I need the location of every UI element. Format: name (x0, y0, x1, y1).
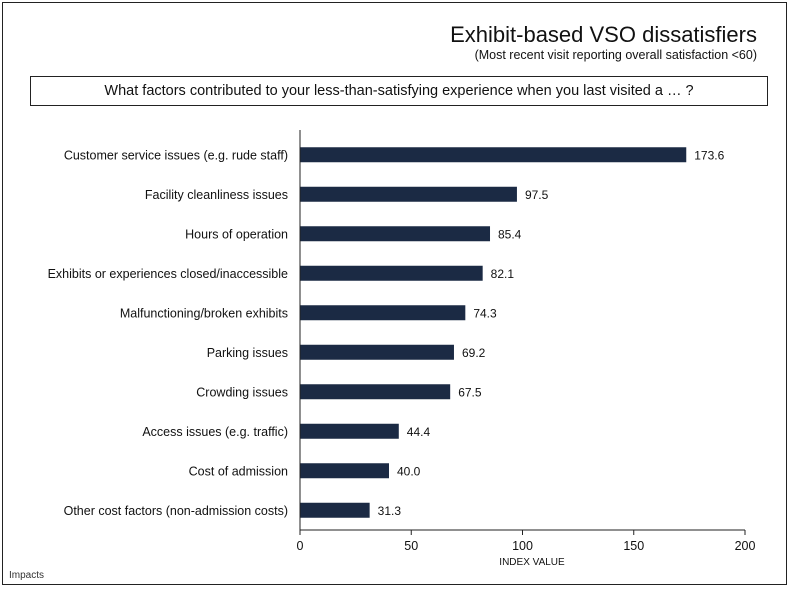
bars-group (300, 147, 687, 518)
value-label: 97.5 (525, 188, 549, 202)
x-axis: 0 50 100 150 200 (297, 130, 756, 553)
bar (300, 265, 483, 281)
category-label: Exhibits or experiences closed/inaccessi… (48, 267, 288, 281)
category-label: Other cost factors (non-admission costs) (64, 504, 288, 518)
x-tick-label: 50 (404, 539, 418, 553)
value-label: 44.4 (407, 425, 431, 439)
category-label: Hours of operation (185, 227, 288, 241)
category-label: Access issues (e.g. traffic) (142, 425, 288, 439)
bar (300, 344, 454, 360)
category-label: Facility cleanliness issues (145, 188, 288, 202)
x-axis-label: INDEX VALUE (499, 557, 565, 568)
bar (300, 423, 399, 439)
bar (300, 226, 491, 242)
category-label: Malfunctioning/broken exhibits (120, 306, 288, 320)
category-label: Customer service issues (e.g. rude staff… (64, 148, 288, 162)
category-label: Crowding issues (196, 385, 288, 399)
survey-question-box: What factors contributed to your less-th… (30, 76, 768, 106)
bar (300, 463, 389, 479)
bar (300, 147, 687, 163)
bar (300, 305, 466, 321)
bar (300, 186, 517, 202)
value-label: 31.3 (378, 504, 402, 518)
value-label: 173.6 (694, 148, 724, 162)
category-label: Cost of admission (189, 464, 288, 478)
x-tick-label: 150 (623, 539, 644, 553)
chart-title: Exhibit-based VSO dissatisfiers (450, 22, 757, 47)
value-label: 69.2 (462, 346, 486, 360)
brand-logo-text: Impacts (9, 570, 45, 581)
x-tick-label: 200 (735, 539, 756, 553)
x-tick-label: 0 (297, 539, 304, 553)
value-label: 40.0 (397, 464, 421, 478)
chart-subtitle: (Most recent visit reporting overall sat… (474, 48, 757, 62)
value-label: 74.3 (473, 306, 497, 320)
category-labels-group: Customer service issues (e.g. rude staff… (48, 148, 288, 518)
survey-question-text: What factors contributed to your less-th… (104, 83, 694, 99)
category-label: Parking issues (207, 346, 288, 360)
bar (300, 384, 451, 400)
x-tick-label: 100 (512, 539, 533, 553)
bar (300, 502, 370, 518)
value-labels-group: 173.6 97.5 85.4 82.1 74.3 69.2 67.5 44.4 40.0 31.… (378, 148, 725, 518)
value-label: 67.5 (458, 385, 482, 399)
value-label: 85.4 (498, 227, 522, 241)
value-label: 82.1 (491, 267, 515, 281)
